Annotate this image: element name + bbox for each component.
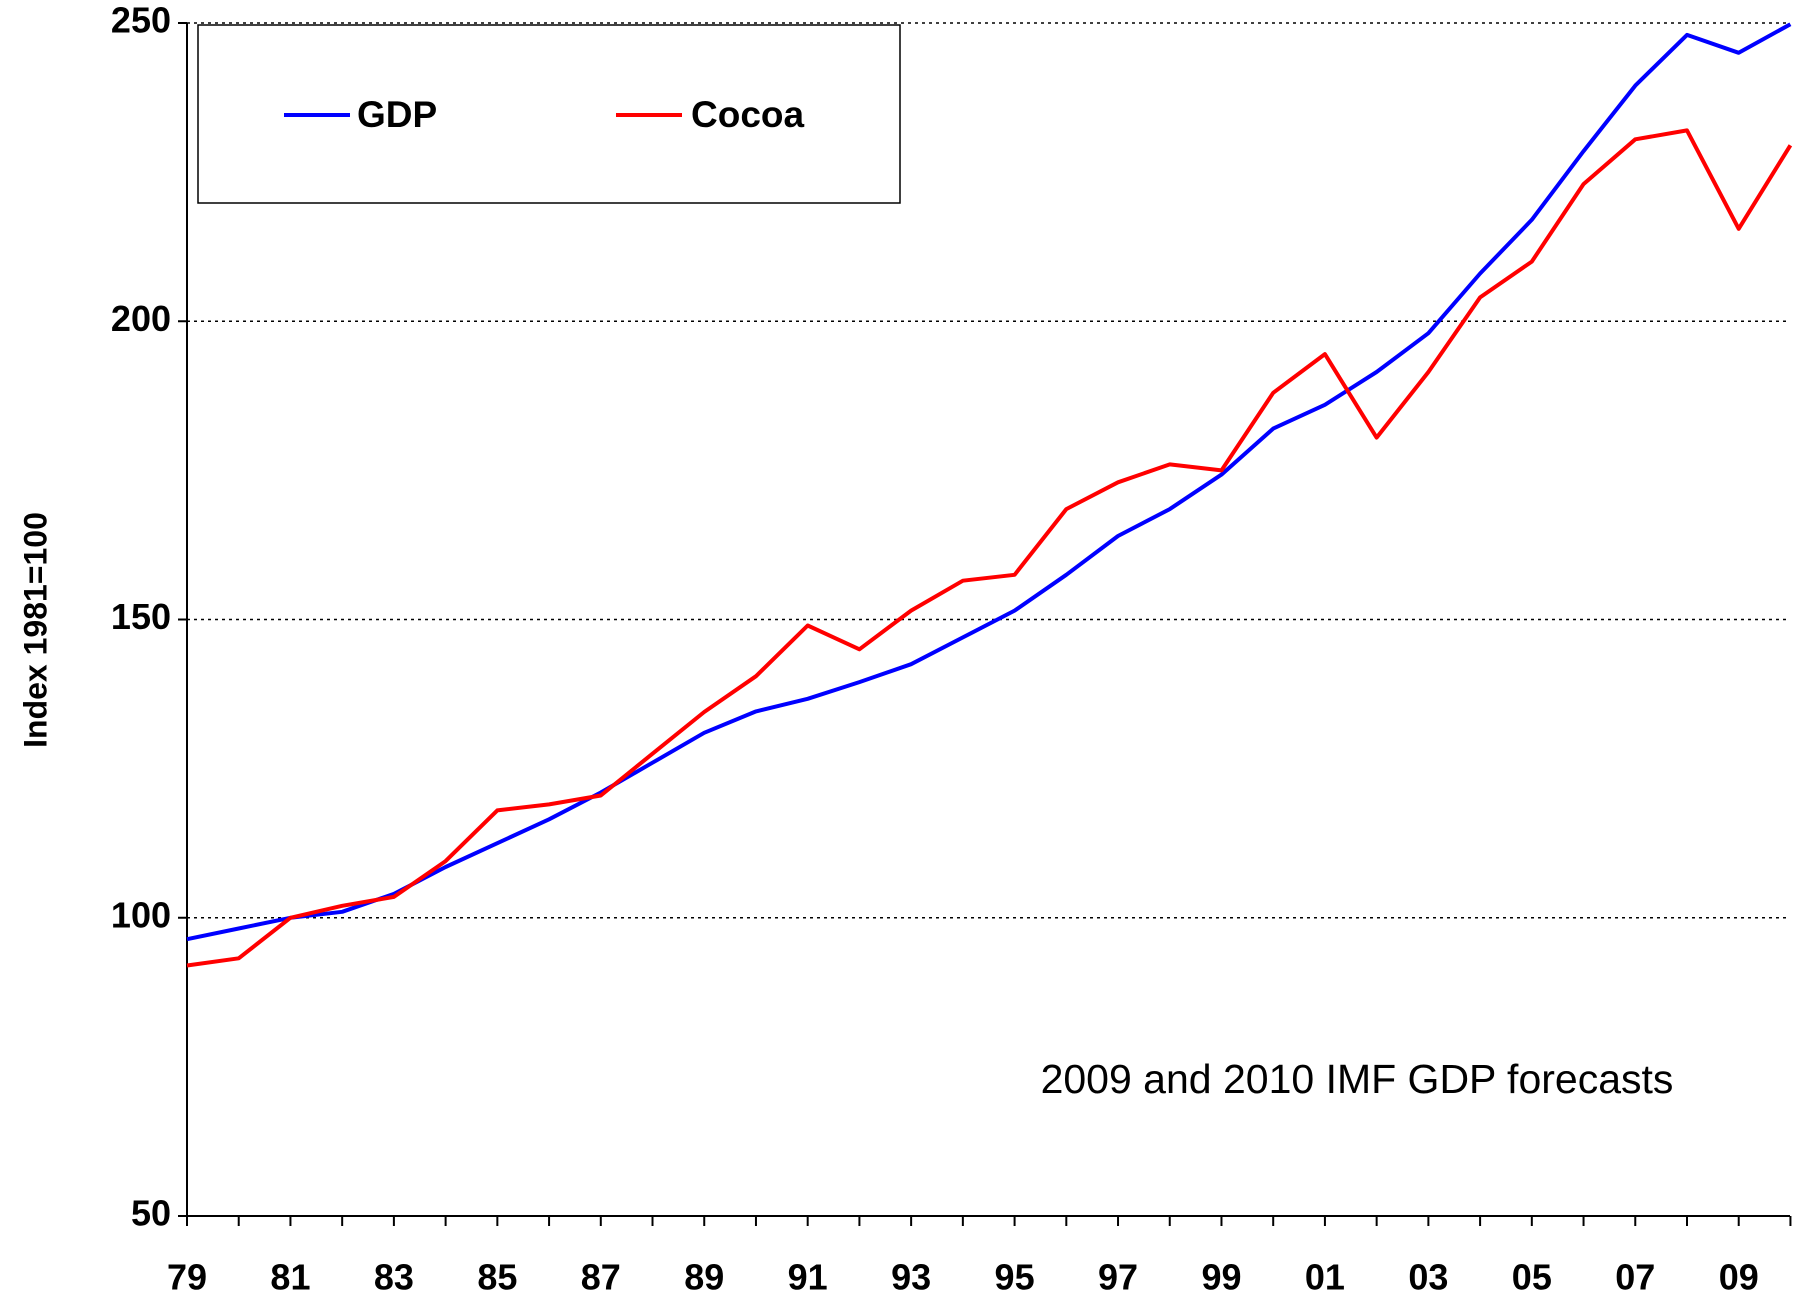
y-tick-label: 150 — [111, 596, 171, 637]
legend-label: Cocoa — [691, 94, 805, 135]
x-tick-label: 07 — [1615, 1257, 1655, 1298]
annotation: 2009 and 2010 IMF GDP forecasts — [1041, 1056, 1674, 1102]
x-tick-label: 85 — [477, 1257, 517, 1298]
x-tick-label: 99 — [1201, 1257, 1241, 1298]
x-tick-label: 87 — [581, 1257, 621, 1298]
y-tick-label: 100 — [111, 894, 171, 935]
x-tick-label: 83 — [374, 1257, 414, 1298]
x-tick-label: 01 — [1305, 1257, 1345, 1298]
legend-label: GDP — [357, 94, 437, 135]
x-tick-label: 91 — [788, 1257, 828, 1298]
x-tick-label: 81 — [270, 1257, 310, 1298]
x-tick-label: 09 — [1719, 1257, 1759, 1298]
x-tick-label: 79 — [167, 1257, 207, 1298]
x-tick-label: 03 — [1408, 1257, 1448, 1298]
x-tick-label: 95 — [995, 1257, 1035, 1298]
y-tick-label: 50 — [131, 1193, 171, 1234]
y-tick-label: 250 — [111, 0, 171, 41]
x-tick-label: 97 — [1098, 1257, 1138, 1298]
y-tick-label: 200 — [111, 298, 171, 339]
x-tick-label: 93 — [891, 1257, 931, 1298]
x-tick-label: 05 — [1512, 1257, 1552, 1298]
series-line — [186, 128, 1793, 968]
y-axis-label: Index 1981=100 — [17, 512, 53, 748]
series-line — [186, 22, 1792, 942]
x-tick-label: 89 — [684, 1257, 724, 1298]
